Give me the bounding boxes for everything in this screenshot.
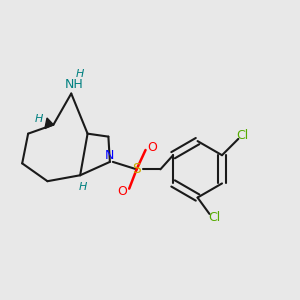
Polygon shape xyxy=(45,118,53,128)
Text: O: O xyxy=(118,185,128,198)
Text: H: H xyxy=(76,69,84,79)
Text: H: H xyxy=(78,182,87,192)
Text: Cl: Cl xyxy=(208,211,220,224)
Text: N: N xyxy=(105,149,115,162)
Text: Cl: Cl xyxy=(237,129,249,142)
Text: H: H xyxy=(34,114,43,124)
Text: O: O xyxy=(147,140,157,154)
Text: NH: NH xyxy=(65,78,84,91)
Text: S: S xyxy=(132,162,141,176)
